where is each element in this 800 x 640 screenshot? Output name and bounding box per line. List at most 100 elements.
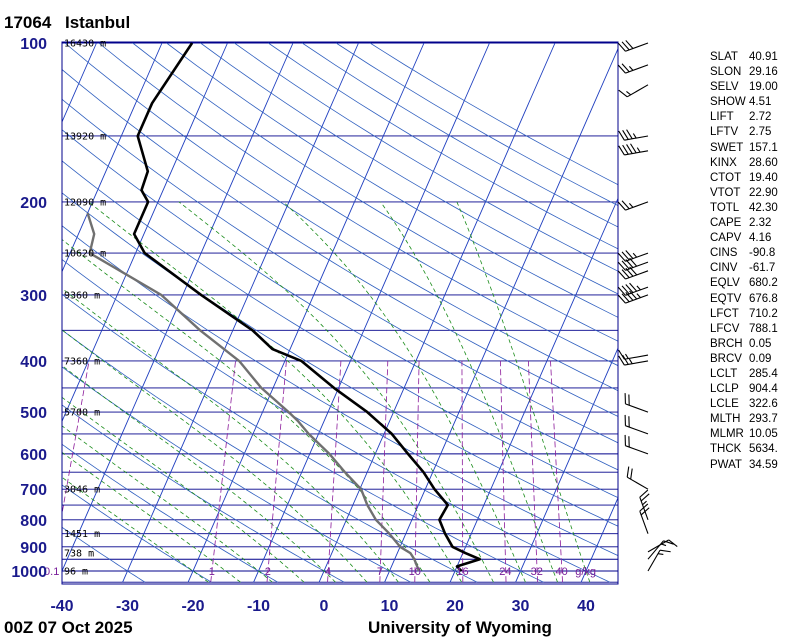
index-row: SLON 29.16 xyxy=(710,65,790,80)
index-row: KINX 28.60 xyxy=(710,156,790,171)
pressure-label: 900 xyxy=(20,540,47,557)
index-value: 40.91 xyxy=(749,51,778,63)
isotherm xyxy=(449,197,618,583)
temperature-profile xyxy=(132,42,482,572)
wind-barb xyxy=(617,63,649,74)
dry-adiabat xyxy=(62,98,618,444)
pressure-label: 400 xyxy=(20,354,47,371)
sounding-profiles xyxy=(86,42,482,572)
index-row: EQLV 680.2 xyxy=(710,276,790,291)
temperature-label: -10 xyxy=(247,598,270,615)
pressure-label: 1000 xyxy=(11,564,47,581)
moist-adiabat xyxy=(62,396,305,583)
temperature-label: -20 xyxy=(181,598,204,615)
pressure-label: 200 xyxy=(20,195,47,212)
temperature-label: 40 xyxy=(577,598,595,615)
index-key: SELV xyxy=(710,81,739,94)
mixing-ratio-line xyxy=(210,360,236,583)
mixing-ratio-line xyxy=(499,360,507,583)
index-key: SWET xyxy=(710,141,744,154)
index-value: 2.32 xyxy=(749,217,772,230)
pressure-axis: 100 200 300 400 500 600 700 800 900 1000 xyxy=(11,36,47,581)
pressure-label: 600 xyxy=(20,447,47,464)
mixing-ratio-line xyxy=(266,360,287,583)
index-value: 680.2 xyxy=(749,277,778,290)
index-key: LCLP xyxy=(710,383,739,396)
index-value: 0.05 xyxy=(749,337,772,350)
index-value: 285.4 xyxy=(749,367,778,380)
height-labels: 16430 m 13920 m 12090 m 10620 m 9360 m 7360 m… xyxy=(64,39,106,578)
wind-barb xyxy=(617,250,649,262)
mixing-ratio-label: 24 xyxy=(499,566,511,578)
index-row: LFCT 710.2 xyxy=(710,307,790,322)
wind-barb xyxy=(647,539,678,553)
mixing-ratio-line xyxy=(461,360,464,583)
height-label: 1451 m xyxy=(64,529,100,540)
index-value: 28.60 xyxy=(749,156,778,169)
dewpoint-profile xyxy=(86,212,421,572)
wind-barb xyxy=(617,200,649,211)
index-value: 29.16 xyxy=(749,66,778,79)
pressure-label: 700 xyxy=(20,482,47,499)
isotherm xyxy=(0,43,31,582)
dry-adiabat xyxy=(62,443,279,583)
temperature-label: -40 xyxy=(50,598,73,615)
index-key: MLMR xyxy=(710,428,744,441)
station-name: Istanbul xyxy=(65,13,130,32)
isotherm xyxy=(515,347,618,583)
index-key: EQTV xyxy=(710,292,742,305)
isotherm xyxy=(62,42,97,123)
moist-adiabat xyxy=(456,201,591,583)
index-value: 676.8 xyxy=(749,292,778,305)
index-row: TOTL 42.30 xyxy=(710,201,790,216)
index-row: BRCH 0.05 xyxy=(710,337,790,352)
index-value: 710.2 xyxy=(749,307,778,320)
index-row: THCK 5634. xyxy=(710,442,790,457)
height-label: 10620 m xyxy=(64,249,106,260)
dry-adiabat xyxy=(62,404,345,583)
index-value: 42.30 xyxy=(749,201,778,214)
height-label: 13920 m xyxy=(64,131,106,142)
height-label: 3046 m xyxy=(64,485,100,496)
index-key: TOTL xyxy=(710,201,740,214)
mixing-ratio-label: 16 xyxy=(456,566,468,578)
index-key: LCLT xyxy=(710,367,738,380)
isotherm xyxy=(384,47,618,583)
wind-barb xyxy=(618,84,649,98)
dry-adiabat xyxy=(62,192,618,527)
index-value: 904.4 xyxy=(749,383,778,396)
wind-barb xyxy=(617,40,649,52)
wind-barb xyxy=(624,393,649,413)
index-key: BRCH xyxy=(710,337,743,350)
moist-adiabat xyxy=(283,201,526,583)
dry-adiabat xyxy=(62,69,618,417)
index-row: PWAT 34.59 xyxy=(710,458,790,473)
isotherm xyxy=(187,42,425,583)
index-key: LIFT xyxy=(710,111,734,124)
moist-adiabat xyxy=(380,201,558,583)
dry-adiabat xyxy=(132,42,618,342)
index-value: 322.6 xyxy=(749,398,778,411)
dry-adiabat xyxy=(234,42,618,272)
index-row: SELV 19.00 xyxy=(710,80,790,95)
index-row: MLTH 293.7 xyxy=(710,412,790,427)
height-label: 16430 m xyxy=(64,39,106,50)
wind-barb xyxy=(617,257,649,271)
index-row: CAPV 4.16 xyxy=(710,231,790,246)
index-row: LCLE 322.6 xyxy=(710,397,790,412)
index-value: 34.59 xyxy=(749,458,778,471)
index-value: 2.72 xyxy=(749,111,772,124)
index-row: BRCV 0.09 xyxy=(710,352,790,367)
pressure-label: 100 xyxy=(20,36,47,53)
wind-barb xyxy=(618,349,649,360)
height-label: 12090 m xyxy=(64,197,106,208)
index-key: SHOW xyxy=(710,96,746,109)
mixing-ratio-label: 1 xyxy=(209,566,215,578)
index-row: SHOW 4.51 xyxy=(710,95,790,110)
mixing-ratio-label: 10 xyxy=(409,566,421,578)
index-key: CTOT xyxy=(710,171,742,184)
dry-adiabat xyxy=(62,160,618,499)
index-value: 788.1 xyxy=(749,322,778,335)
wind-barb xyxy=(617,282,649,296)
